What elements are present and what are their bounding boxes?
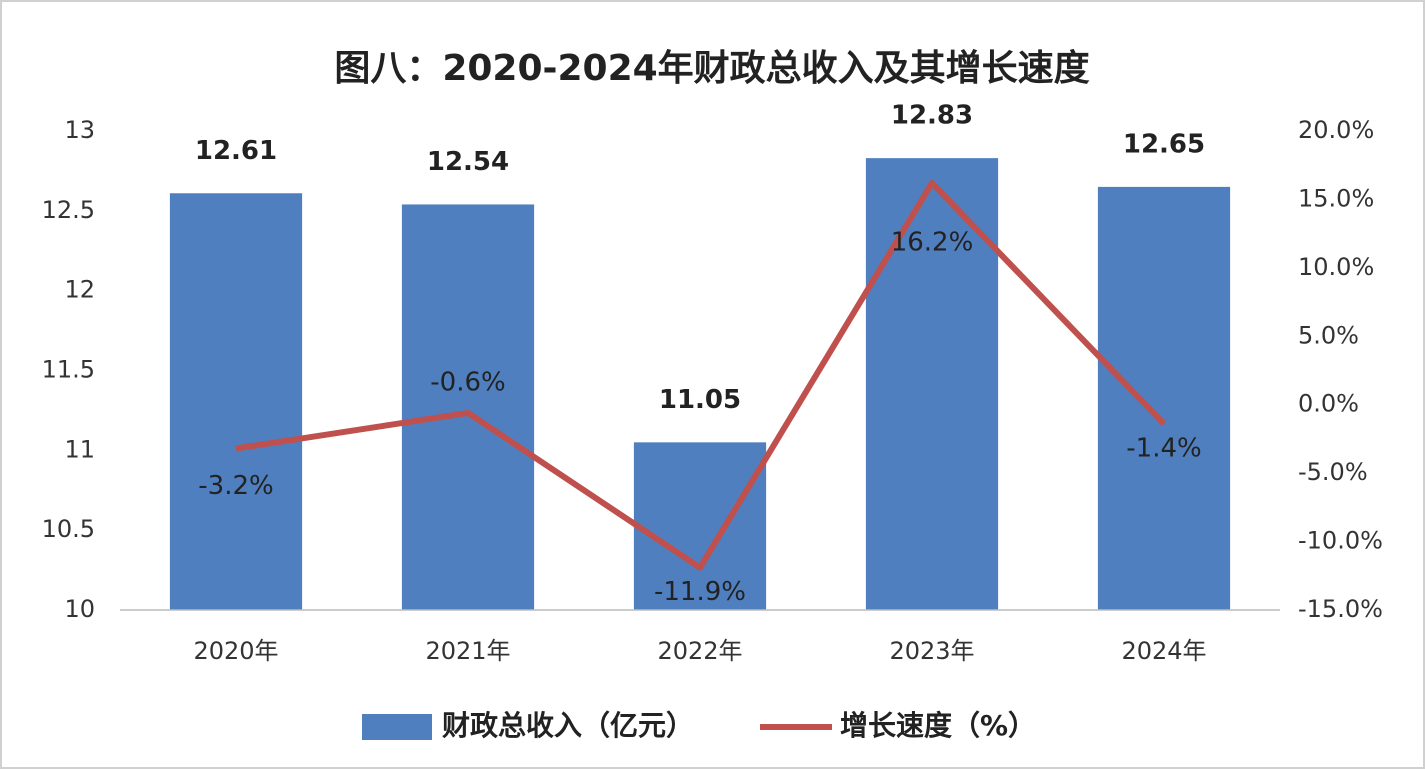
y-tick-label: 10.5: [42, 515, 95, 543]
x-tick-label: 2022年: [657, 637, 742, 665]
y2-tick-label: 0.0%: [1298, 390, 1359, 418]
legend-label: 增长速度（%）: [840, 709, 1036, 742]
y2-tick-label: 20.0%: [1298, 116, 1374, 144]
bar-value-label: 12.83: [891, 101, 973, 131]
bar: [633, 442, 767, 610]
y-tick-label: 11.5: [42, 356, 95, 384]
bar: [401, 204, 535, 611]
y2-tick-label: -10.0%: [1298, 527, 1383, 555]
y-tick-label: 12: [64, 276, 95, 304]
bar: [1097, 186, 1231, 610]
y2-tick-label: 10.0%: [1298, 253, 1374, 281]
line-value-label: -3.2%: [198, 471, 273, 501]
chart-title: 图八：2020-2024年财政总收入及其增长速度: [334, 48, 1089, 89]
y-tick-label: 12.5: [42, 196, 95, 224]
legend-swatch: [362, 714, 432, 740]
x-tick-label: 2020年: [193, 637, 278, 665]
bar-value-label: 11.05: [659, 385, 741, 415]
x-tick-label: 2021年: [425, 637, 510, 665]
y2-tick-label: 5.0%: [1298, 321, 1359, 349]
line-value-label: 16.2%: [891, 228, 974, 258]
x-tick-label: 2023年: [889, 637, 974, 665]
line-value-label: -11.9%: [654, 577, 746, 607]
bar-value-label: 12.65: [1123, 129, 1205, 159]
line-value-label: -1.4%: [1126, 433, 1201, 463]
line-value-label: -0.6%: [430, 367, 505, 397]
bar: [865, 158, 999, 611]
y2-tick-label: -5.0%: [1298, 458, 1368, 486]
line: [235, 180, 1167, 571]
y2-tick-label: 15.0%: [1298, 184, 1374, 212]
bar-value-label: 12.54: [427, 147, 509, 177]
y2-tick-label: -15.0%: [1298, 595, 1383, 623]
y-tick-label: 10: [64, 595, 95, 623]
y-tick-label: 13: [64, 116, 95, 144]
bar: [169, 193, 303, 610]
bar-value-label: 12.61: [195, 136, 277, 166]
legend-label: 财政总收入（亿元）: [442, 709, 694, 742]
y-tick-label: 11: [64, 435, 95, 463]
x-tick-label: 2024年: [1121, 637, 1206, 665]
